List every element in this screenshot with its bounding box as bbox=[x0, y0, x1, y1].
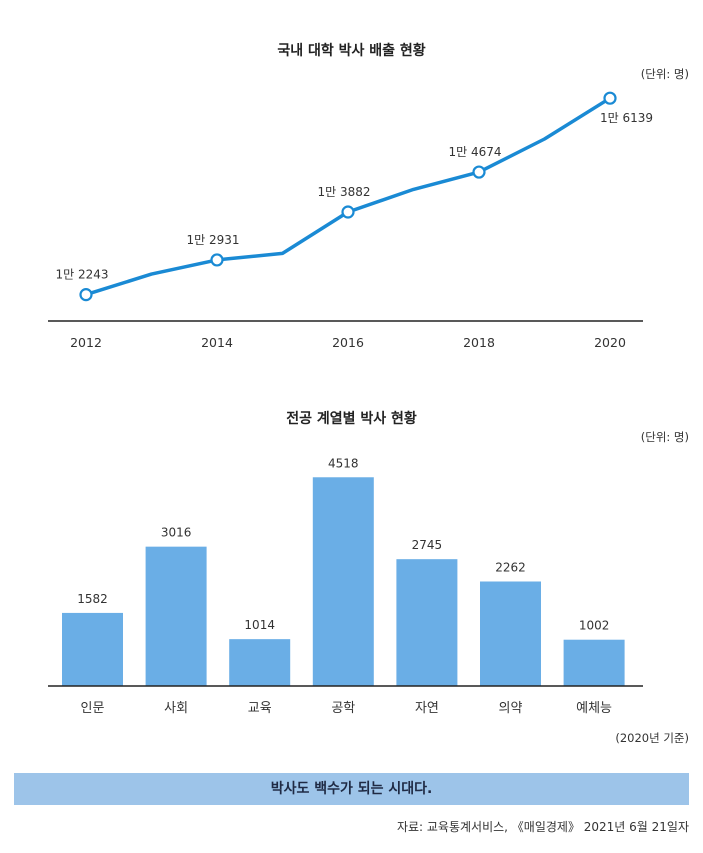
bar-category-label: 교육 bbox=[248, 701, 272, 716]
bar-category-label: 의약 bbox=[499, 701, 523, 716]
line-point bbox=[341, 205, 355, 219]
line-x-tick-label: 2018 bbox=[463, 335, 495, 350]
bar-value-label: 2745 bbox=[412, 538, 443, 552]
bar-value-label: 1002 bbox=[579, 619, 610, 633]
bar-category-label: 예체능 bbox=[576, 701, 612, 716]
line-data-label: 1만 2931 bbox=[186, 233, 239, 247]
bar-value-label: 1014 bbox=[244, 618, 275, 632]
bar-value-label: 3016 bbox=[161, 526, 192, 540]
line-point bbox=[472, 165, 486, 179]
bar-chart: 1582 인문 3016 사회 1014 교육 4518 공학 2745 자연 2262 의약 1002… bbox=[48, 456, 643, 716]
line-data-label: 1만 6139 bbox=[600, 111, 653, 125]
bar-category-label: 자연 bbox=[415, 701, 439, 716]
line-point bbox=[79, 288, 93, 302]
line-data-label: 1만 3882 bbox=[317, 185, 370, 199]
line-chart-title: 국내 대학 박사 배출 현황 bbox=[277, 43, 426, 59]
line-x-tick-label: 2012 bbox=[70, 335, 102, 350]
bar-value-label: 4518 bbox=[328, 456, 359, 470]
bar-chart-title: 전공 계열별 박사 현황 bbox=[286, 411, 417, 427]
bar-category-label: 사회 bbox=[164, 701, 188, 716]
bar-value-label: 2262 bbox=[495, 560, 526, 574]
bar bbox=[145, 546, 207, 686]
bar-chart-basis-note: (2020년 기준) bbox=[615, 731, 689, 745]
bar bbox=[229, 639, 291, 686]
line-x-tick-label: 2020 bbox=[594, 335, 626, 350]
bar bbox=[480, 581, 541, 686]
bar-chart-unit: (단위: 명) bbox=[640, 430, 689, 444]
summary-banner: 박사도 백수가 되는 시대다. bbox=[14, 773, 689, 805]
bar-category-label: 인문 bbox=[81, 701, 105, 716]
bar-value-label: 1582 bbox=[77, 592, 108, 606]
line-x-tick-label: 2016 bbox=[332, 335, 364, 350]
bar bbox=[563, 639, 625, 686]
line-chart-unit: (단위: 명) bbox=[640, 67, 689, 81]
line-chart: 1만 2243 1만 2931 1만 3882 1만 4674 1만 6139 2012 2… bbox=[48, 91, 653, 350]
line-data-label: 1만 4674 bbox=[448, 145, 501, 159]
line-x-tick-label: 2014 bbox=[201, 335, 233, 350]
source-note: 자료: 교육통계서비스, 《매일경제》 2021년 6월 21일자 bbox=[396, 820, 689, 834]
line-data-label: 1만 2243 bbox=[55, 268, 108, 282]
bar-category-label: 공학 bbox=[331, 701, 355, 716]
bar bbox=[312, 477, 374, 686]
line-point bbox=[603, 91, 617, 105]
bar bbox=[396, 559, 458, 686]
line-point bbox=[210, 253, 224, 267]
bar bbox=[62, 612, 123, 686]
